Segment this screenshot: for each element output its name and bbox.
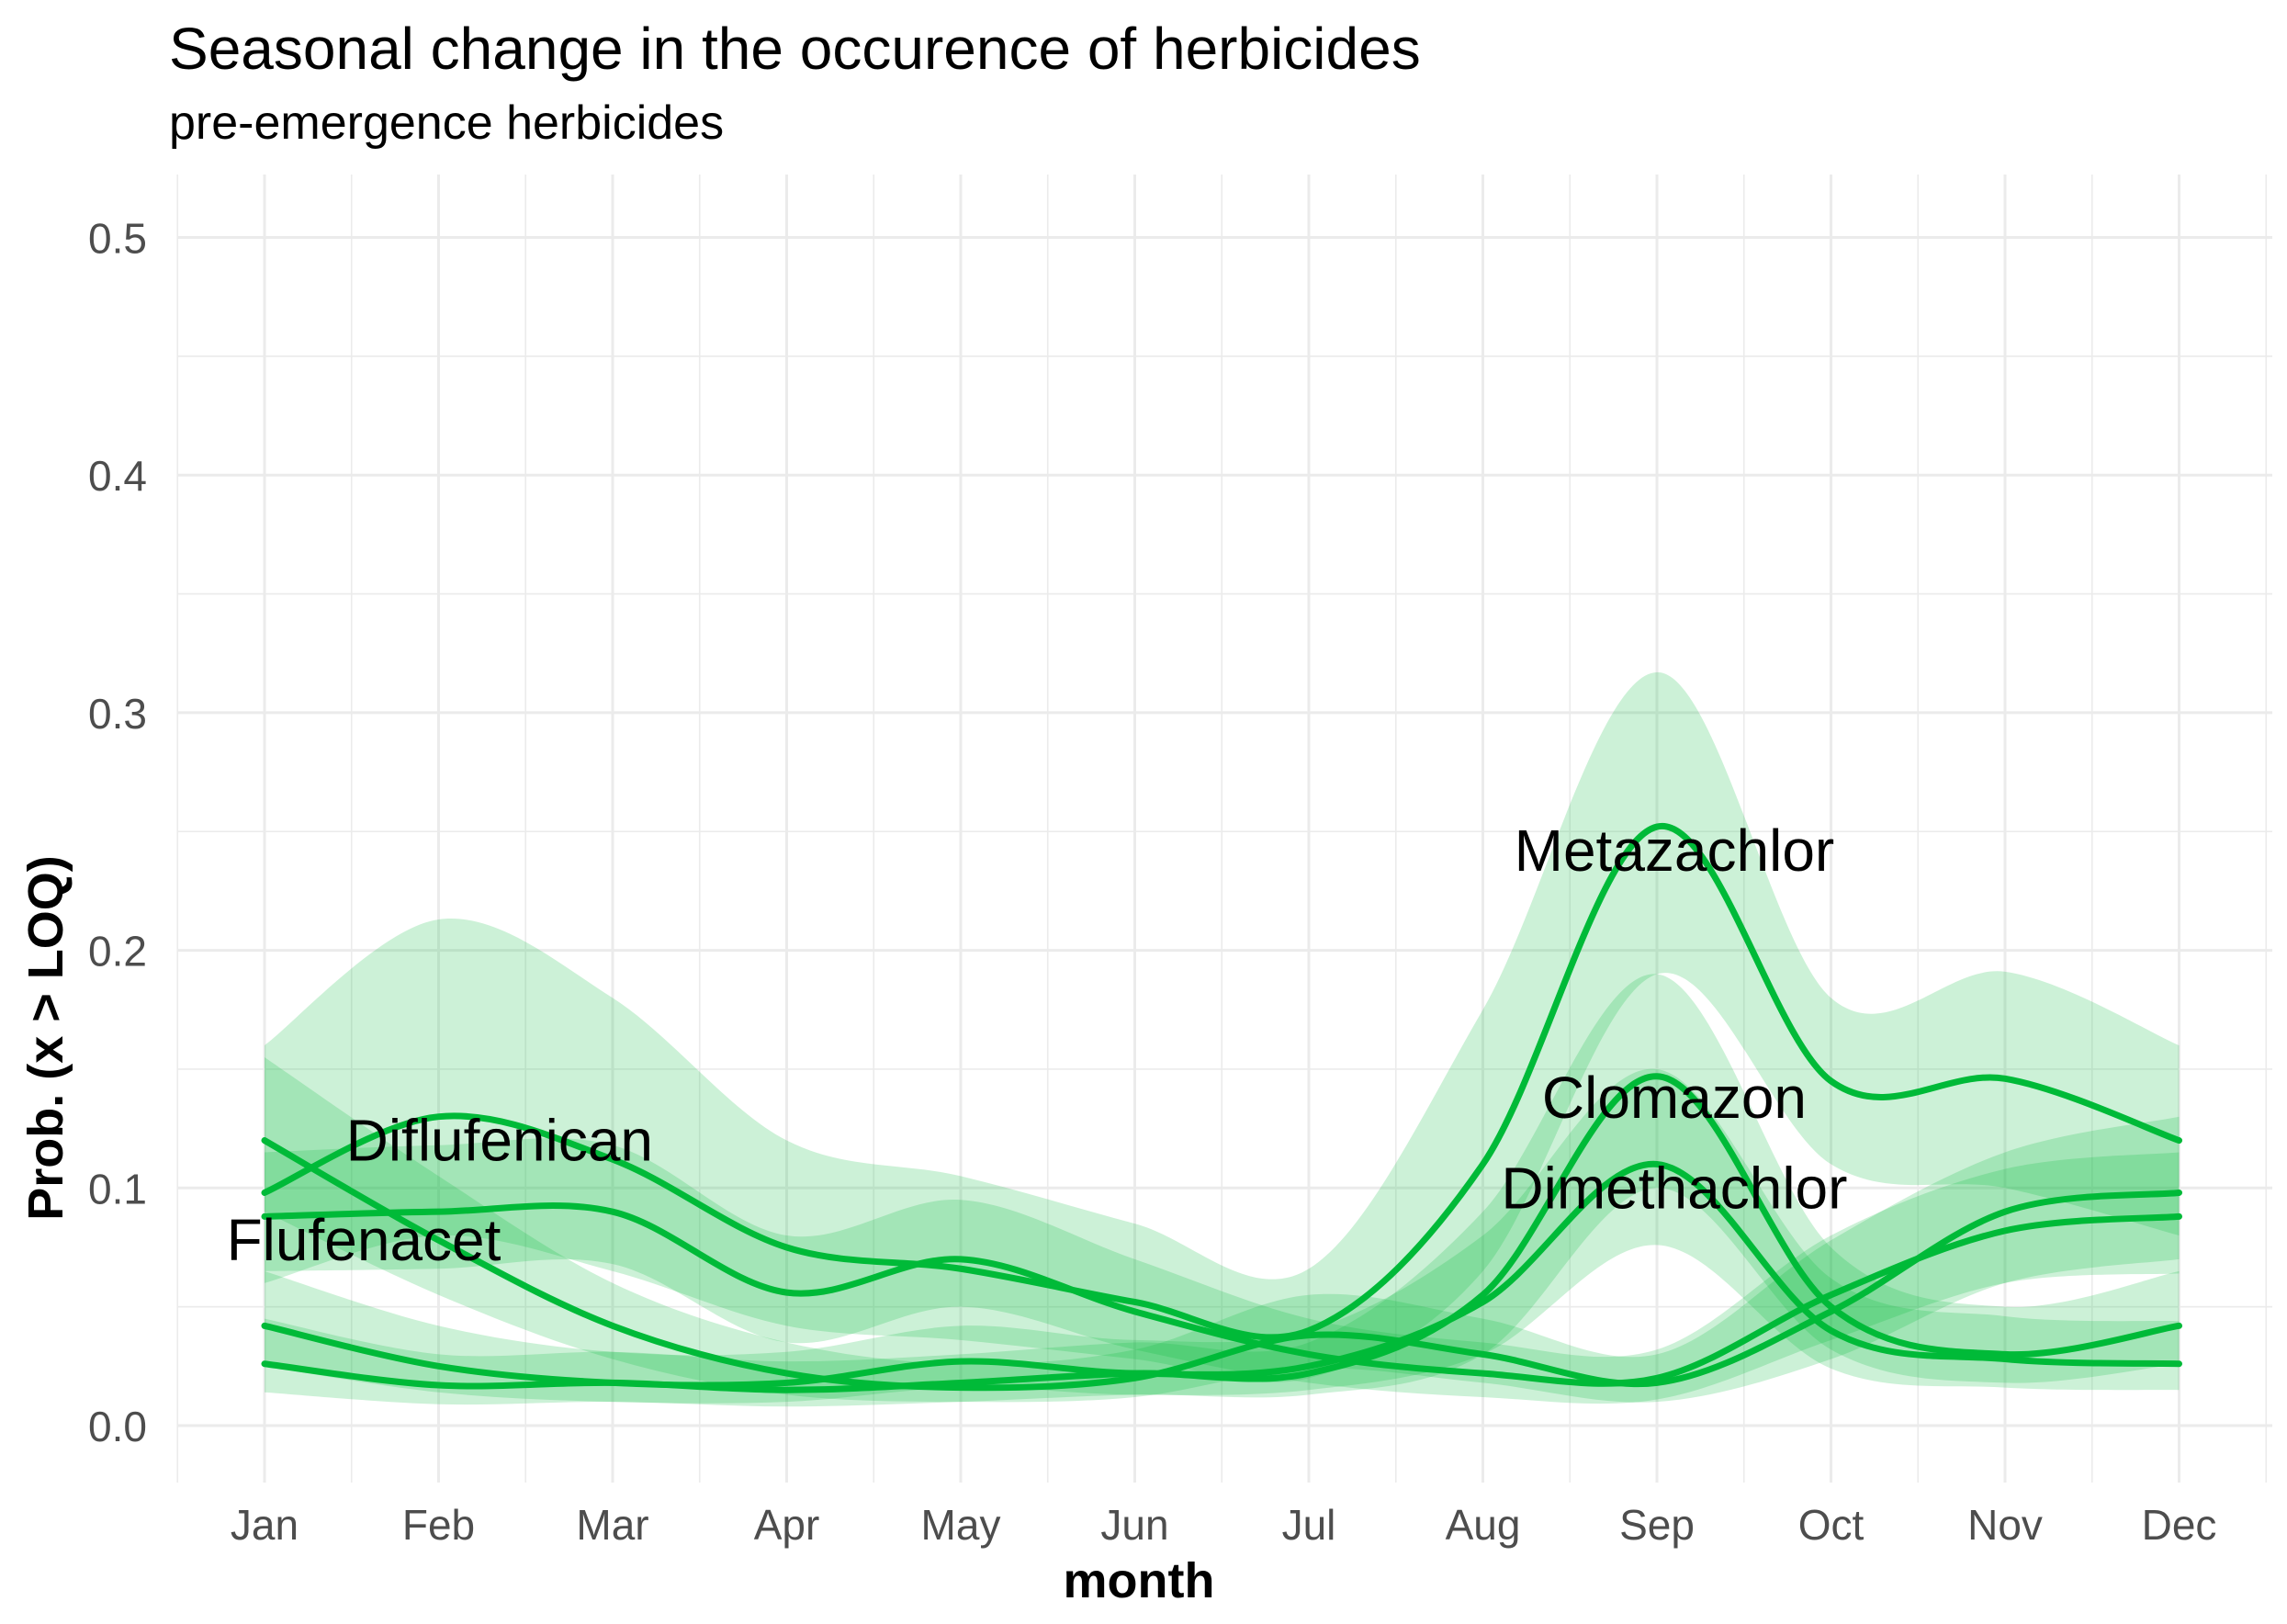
y-tick-label: 0.4 bbox=[88, 452, 147, 500]
annotation-dimethachlor: Dimethachlor bbox=[1501, 1155, 1847, 1221]
x-tick-label: Jun bbox=[1100, 1501, 1168, 1549]
x-tick-label: May bbox=[921, 1501, 1001, 1549]
x-tick-label: Apr bbox=[754, 1501, 820, 1549]
annotation-diflufenican: Diflufenican bbox=[346, 1108, 653, 1174]
x-tick-label: Mar bbox=[576, 1501, 648, 1549]
series-line-metazachlor bbox=[261, 823, 2182, 1341]
x-tick-label: Dec bbox=[2142, 1501, 2217, 1549]
series-line-dimethachlor bbox=[261, 1160, 2182, 1389]
major-gridlines bbox=[178, 175, 2272, 1483]
confidence-band-flufenacet bbox=[265, 1138, 2180, 1404]
x-tick-label: Oct bbox=[1798, 1501, 1865, 1549]
x-axis-ticks: Jan Feb Mar Apr May Jun Jul Aug Sep Oct Nov Dec bbox=[231, 1501, 2216, 1549]
chart-title: Seasonal change in the occurence of herb… bbox=[169, 16, 1421, 82]
series-line-diflufenican bbox=[261, 1137, 2182, 1392]
y-tick-label: 0.0 bbox=[88, 1403, 147, 1450]
x-tick-label: Aug bbox=[1446, 1501, 1521, 1549]
y-axis-title: Prob. (x > LOQ) bbox=[18, 855, 73, 1221]
series-line-flufenacet bbox=[261, 1201, 2182, 1387]
y-tick-label: 0.2 bbox=[88, 928, 147, 976]
y-axis-ticks: 0.0 0.1 0.2 0.3 0.4 0.5 bbox=[88, 215, 147, 1451]
confidence-band-clomazon bbox=[265, 974, 2180, 1407]
minor-gridlines bbox=[176, 175, 2272, 1483]
series-lines bbox=[261, 823, 2182, 1393]
confidence-band-dimethachlor bbox=[265, 1068, 2180, 1404]
x-axis-title: month bbox=[1063, 1553, 1215, 1608]
x-tick-label: Sep bbox=[1619, 1501, 1695, 1549]
annotation-metazachlor: Metazachlor bbox=[1515, 818, 1835, 884]
y-tick-label: 0.1 bbox=[88, 1165, 147, 1212]
y-tick-label: 0.3 bbox=[88, 690, 147, 738]
annotation-clomazon: Clomazon bbox=[1542, 1065, 1807, 1131]
y-tick-label: 0.5 bbox=[88, 215, 147, 263]
x-tick-label: Jan bbox=[231, 1501, 299, 1549]
chart-subtitle: pre-emergence herbicides bbox=[169, 96, 725, 150]
series-annotations: Metazachlor Clomazon Dimethachlor Diflufeni… bbox=[227, 818, 1848, 1273]
x-tick-label: Feb bbox=[402, 1501, 475, 1549]
annotation-flufenacet: Flufenacet bbox=[227, 1207, 501, 1273]
x-tick-label: Nov bbox=[1967, 1501, 2043, 1549]
x-tick-label: Jul bbox=[1282, 1501, 1336, 1549]
